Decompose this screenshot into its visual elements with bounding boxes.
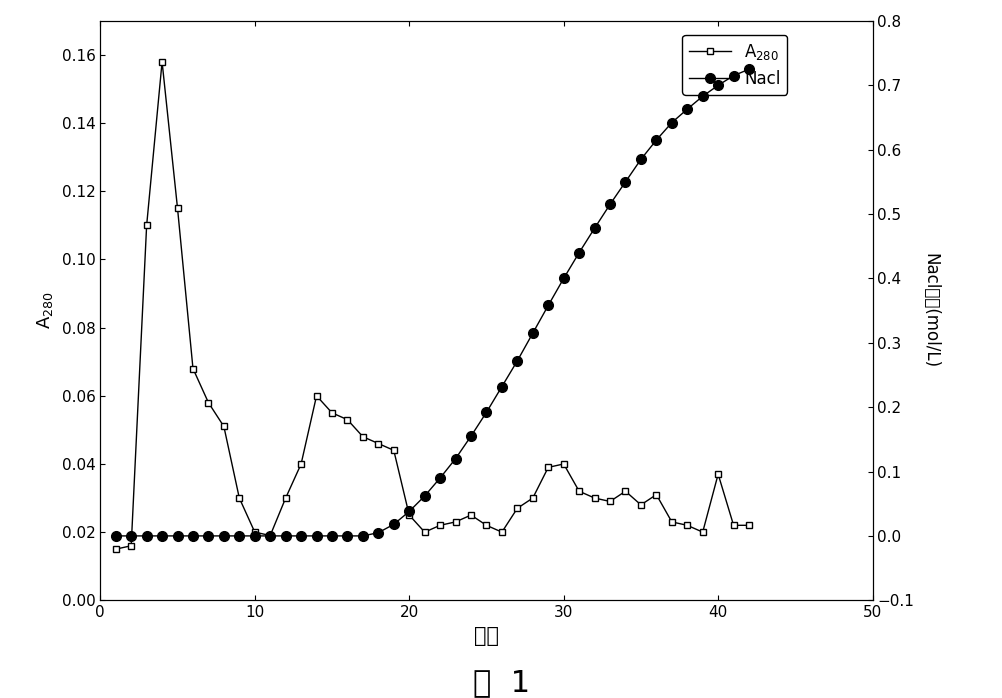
- Nacl: [418, 492, 430, 500]
- A$_{280}$: [526, 494, 538, 503]
- A$_{280}$: [217, 422, 229, 431]
- Nacl: [665, 119, 677, 127]
- A$_{280}$: [619, 487, 631, 496]
- Nacl: [711, 81, 723, 89]
- A$_{280}$: [680, 521, 692, 530]
- A$_{280}$: [495, 528, 507, 536]
- Nacl: [295, 532, 307, 540]
- Nacl: [372, 528, 384, 537]
- Nacl: [434, 474, 446, 482]
- Nacl: [403, 507, 415, 516]
- A$_{280}$: [588, 494, 600, 503]
- Nacl: [109, 532, 121, 540]
- Nacl: [572, 248, 584, 257]
- A$_{280}$: [742, 521, 755, 530]
- Line: Nacl: Nacl: [111, 64, 754, 541]
- Y-axis label: A$_{280}$: A$_{280}$: [35, 292, 54, 329]
- Nacl: [465, 432, 477, 440]
- Text: 图  1: 图 1: [473, 668, 529, 697]
- A$_{280}$: [434, 521, 446, 530]
- Nacl: [649, 136, 661, 144]
- A$_{280}$: [295, 460, 307, 468]
- Nacl: [140, 532, 152, 540]
- Nacl: [171, 532, 183, 540]
- A$_{280}$: [341, 415, 353, 424]
- Nacl: [449, 454, 461, 463]
- A$_{280}$: [171, 205, 183, 213]
- Nacl: [388, 520, 400, 528]
- A$_{280}$: [156, 58, 168, 66]
- A$_{280}$: [280, 494, 292, 503]
- Nacl: [311, 532, 323, 540]
- Nacl: [280, 532, 292, 540]
- Nacl: [696, 92, 708, 101]
- X-axis label: 管号: 管号: [474, 625, 498, 646]
- Nacl: [202, 532, 214, 540]
- A$_{280}$: [480, 521, 492, 530]
- Nacl: [542, 302, 554, 310]
- A$_{280}$: [634, 500, 646, 509]
- Y-axis label: Nacl浓度(mol/L): Nacl浓度(mol/L): [921, 253, 939, 368]
- A$_{280}$: [665, 518, 677, 526]
- Nacl: [557, 274, 569, 283]
- A$_{280}$: [511, 504, 523, 512]
- Nacl: [217, 532, 229, 540]
- A$_{280}$: [311, 392, 323, 400]
- A$_{280}$: [403, 511, 415, 519]
- A$_{280}$: [696, 528, 708, 536]
- A$_{280}$: [326, 408, 338, 417]
- Nacl: [341, 532, 353, 540]
- Nacl: [233, 532, 245, 540]
- A$_{280}$: [711, 470, 723, 478]
- A$_{280}$: [557, 460, 569, 468]
- A$_{280}$: [357, 433, 369, 441]
- Nacl: [619, 178, 631, 186]
- Nacl: [156, 532, 168, 540]
- Nacl: [511, 357, 523, 365]
- A$_{280}$: [202, 399, 214, 407]
- A$_{280}$: [248, 528, 261, 536]
- A$_{280}$: [542, 463, 554, 472]
- A$_{280}$: [726, 521, 738, 530]
- Nacl: [526, 329, 538, 337]
- A$_{280}$: [449, 518, 461, 526]
- Nacl: [603, 200, 615, 209]
- A$_{280}$: [233, 494, 245, 503]
- A$_{280}$: [603, 497, 615, 505]
- A$_{280}$: [372, 439, 384, 447]
- Nacl: [125, 532, 137, 540]
- A$_{280}$: [186, 364, 198, 373]
- Legend: A$_{280}$, Nacl: A$_{280}$, Nacl: [681, 35, 787, 95]
- A$_{280}$: [418, 528, 430, 536]
- A$_{280}$: [572, 487, 584, 496]
- Line: A$_{280}$: A$_{280}$: [112, 59, 752, 553]
- Nacl: [726, 71, 738, 80]
- A$_{280}$: [109, 545, 121, 554]
- Nacl: [634, 155, 646, 163]
- A$_{280}$: [465, 511, 477, 519]
- Nacl: [326, 532, 338, 540]
- Nacl: [495, 383, 507, 391]
- A$_{280}$: [649, 491, 661, 499]
- Nacl: [588, 224, 600, 232]
- Nacl: [742, 65, 755, 73]
- Nacl: [480, 408, 492, 417]
- A$_{280}$: [388, 446, 400, 454]
- Nacl: [680, 105, 692, 113]
- Nacl: [357, 532, 369, 540]
- A$_{280}$: [264, 531, 276, 540]
- Nacl: [186, 532, 198, 540]
- A$_{280}$: [140, 221, 152, 230]
- Nacl: [264, 532, 276, 540]
- Nacl: [248, 532, 261, 540]
- A$_{280}$: [125, 542, 137, 550]
